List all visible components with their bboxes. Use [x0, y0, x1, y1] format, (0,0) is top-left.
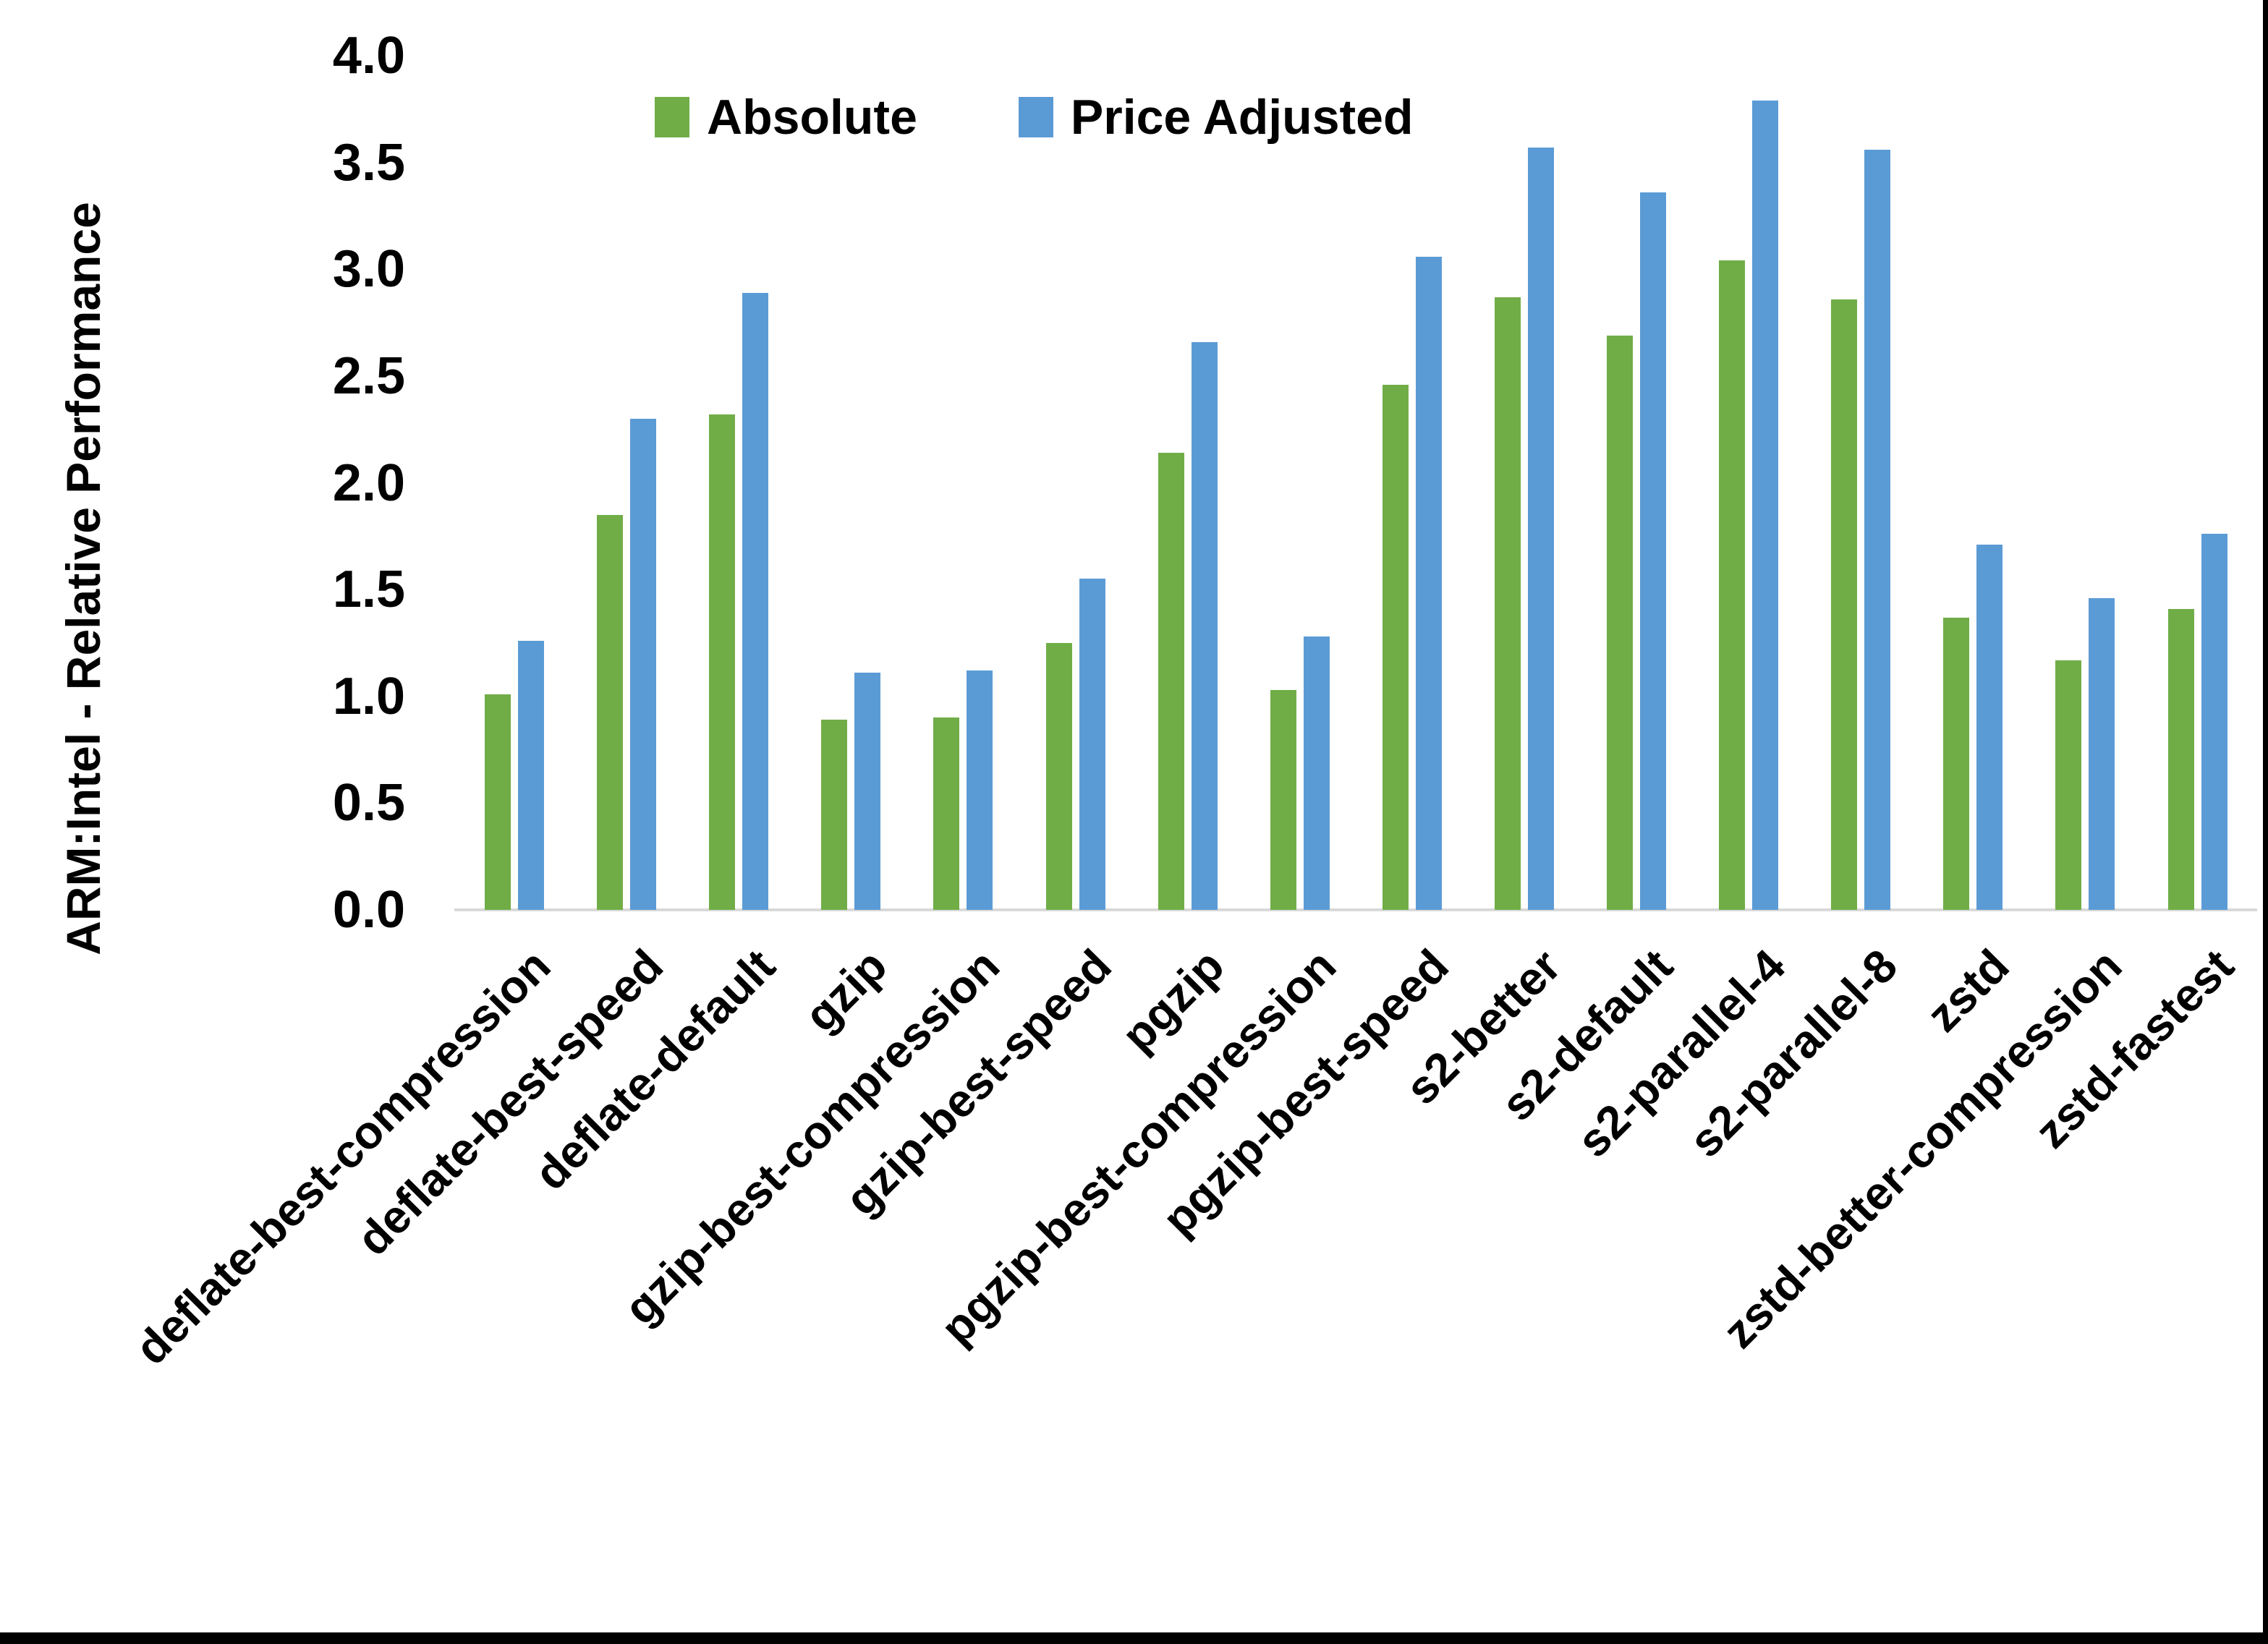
y-tick-label: 3.5: [332, 133, 405, 192]
bar-price-adjusted: [1079, 579, 1105, 910]
y-tick-label: 2.5: [332, 346, 405, 405]
y-tick-label: 1.0: [332, 667, 405, 725]
legend-swatch-absolute-icon: [655, 97, 689, 137]
bar-price-adjusted: [1415, 256, 1442, 910]
bar-absolute: [485, 694, 511, 910]
y-tick-label: 4.0: [332, 27, 405, 85]
bar-absolute: [597, 514, 624, 910]
bar-price-adjusted: [518, 641, 544, 910]
screen-edge-right-bar: [2263, 0, 2268, 1644]
bar-absolute: [2055, 660, 2082, 910]
bar-absolute: [2167, 608, 2194, 910]
bar-absolute: [1494, 297, 1521, 910]
legend: Absolute Price Adjusted: [655, 93, 1414, 142]
bar-absolute: [709, 414, 736, 910]
x-category-label: zstd: [1916, 939, 2019, 1042]
y-axis-title: ARM:Intel - Relative Performance: [56, 202, 110, 955]
bar-price-adjusted: [742, 292, 769, 910]
bar-absolute: [1382, 384, 1409, 910]
bar-absolute: [1719, 260, 1746, 910]
bar-absolute: [821, 720, 848, 910]
bar-price-adjusted: [854, 673, 881, 910]
bar-price-adjusted: [1191, 341, 1218, 910]
x-category-label: gzip: [794, 939, 897, 1042]
plot-area: [454, 43, 2257, 911]
bar-absolute: [1607, 335, 1633, 910]
bar-absolute: [1045, 642, 1072, 910]
screen-edge-bottom-bar: [0, 1632, 2268, 1644]
bar-absolute: [1270, 689, 1296, 910]
bar-absolute: [933, 717, 960, 910]
bar-absolute: [1943, 617, 1970, 910]
y-tick-label: 3.0: [332, 240, 405, 299]
x-category-label: deflate-best-compression: [124, 939, 561, 1375]
legend-label-price-adjusted: Price Adjusted: [1070, 90, 1414, 145]
legend-item-absolute: Absolute: [655, 93, 917, 142]
bar-price-adjusted: [1303, 636, 1330, 910]
legend-swatch-price-adjusted-icon: [1018, 97, 1053, 137]
x-axis-line: [454, 908, 2257, 911]
y-tick-label: 2.0: [332, 453, 405, 512]
legend-label-absolute: Absolute: [707, 90, 917, 145]
bar-absolute: [1158, 453, 1184, 910]
y-tick-label: 0.0: [332, 881, 405, 939]
bar-price-adjusted: [1864, 149, 1891, 910]
bar-price-adjusted: [1527, 147, 1554, 910]
bar-price-adjusted: [2201, 534, 2227, 910]
bar-price-adjusted: [1976, 545, 2003, 910]
bar-price-adjusted: [630, 418, 657, 910]
bar-price-adjusted: [2089, 597, 2115, 910]
legend-item-price-adjusted: Price Adjusted: [1018, 90, 1414, 145]
bar-absolute: [1831, 299, 1858, 910]
bar-price-adjusted: [1640, 192, 1666, 910]
bar-price-adjusted: [1752, 101, 1779, 910]
y-tick-label: 1.5: [332, 561, 405, 619]
bar-price-adjusted: [967, 670, 993, 910]
y-tick-label: 0.5: [332, 774, 405, 832]
